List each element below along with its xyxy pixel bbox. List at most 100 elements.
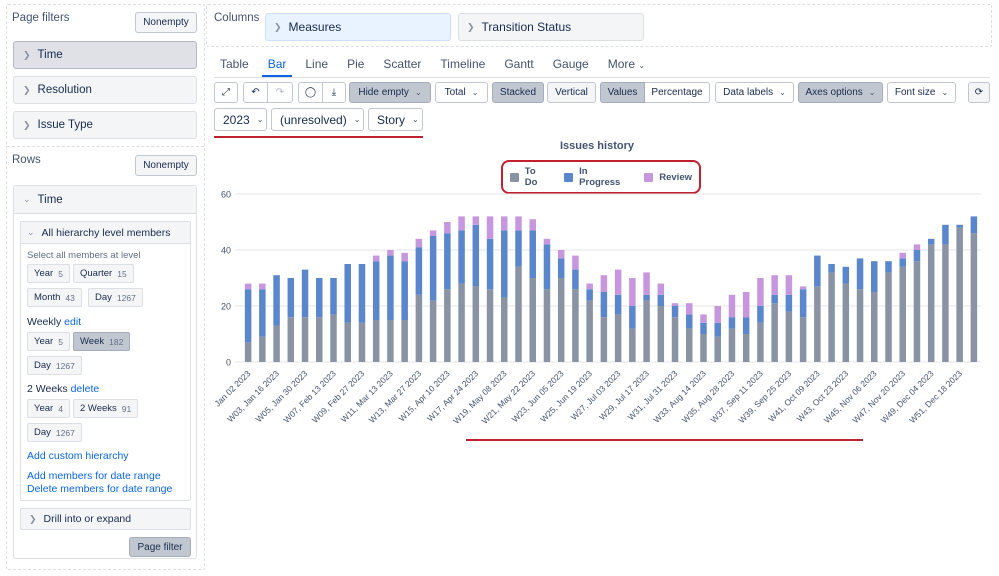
bar-to-do[interactable] [700,334,707,362]
bar-review[interactable] [458,216,465,231]
bar-in-progress[interactable] [671,306,679,318]
bar-to-do[interactable] [358,322,366,362]
redo-icon[interactable]: ↷ [267,82,293,103]
bar-to-do[interactable] [657,306,665,362]
bar-to-do[interactable] [643,300,650,362]
bar-review[interactable] [529,219,536,231]
comment-icon[interactable]: ◯ [298,82,322,103]
bar-review[interactable] [657,283,665,295]
resolution-filter-dropdown[interactable]: (unresolved) ⌄ [271,108,364,131]
bar-to-do[interactable] [572,289,579,362]
bar-to-do[interactable] [444,289,451,362]
values-toggle[interactable]: Values [600,82,645,103]
bar-to-do[interactable] [387,320,394,362]
bar-to-do[interactable] [970,233,978,362]
bar-in-progress[interactable] [927,238,935,245]
total-dropdown[interactable]: Total ⌄ [435,82,488,103]
bar-in-progress[interactable] [529,230,536,278]
vertical-toggle[interactable]: Vertical [547,82,596,103]
bar-to-do[interactable] [885,272,892,362]
bar-to-do[interactable] [401,320,408,362]
bar-review[interactable] [671,303,679,306]
filter-time[interactable]: ❯ Time [13,41,197,69]
bar-in-progress[interactable] [899,258,906,267]
tab-gauge[interactable]: Gauge [552,57,589,71]
bar-review[interactable] [429,230,437,236]
bar-to-do[interactable] [956,227,963,362]
column-transition-status[interactable]: ❯ Transition Status [458,13,644,41]
bar-to-do[interactable] [686,328,693,362]
bar-in-progress[interactable] [942,224,949,245]
bar-to-do[interactable] [244,342,252,362]
bar-review[interactable] [785,275,793,295]
bar-review[interactable] [501,216,508,231]
bar-to-do[interactable] [942,244,949,362]
legend-item-todo[interactable]: To Do [510,166,550,188]
bar-in-progress[interactable] [885,261,892,273]
bar-review[interactable] [899,252,906,259]
bar-review[interactable] [614,269,622,295]
bar-in-progress[interactable] [970,216,978,234]
bar-to-do[interactable] [899,266,906,362]
bar-to-do[interactable] [629,328,636,362]
bar-in-progress[interactable] [714,322,721,337]
bar-to-do[interactable] [771,303,778,362]
bar-to-do[interactable] [557,278,565,362]
undo-icon[interactable]: ↶ [243,82,267,103]
bar-in-progress[interactable] [586,289,593,301]
legend-item-in-progress[interactable]: In Progress [564,166,630,188]
filter-issue-type[interactable]: ❯ Issue Type [13,111,197,139]
bar-review[interactable] [415,238,423,248]
bar-in-progress[interactable] [629,306,636,329]
bar-review[interactable] [444,222,451,234]
bar-in-progress[interactable] [458,230,465,284]
bar-review[interactable] [586,283,593,290]
page-filters-nonempty-button[interactable]: Nonempty [135,12,197,33]
bar-to-do[interactable] [757,322,764,362]
bar-review[interactable] [486,216,494,239]
add-custom-hierarchy-link[interactable]: Add custom hierarchy [27,450,129,462]
bar-review[interactable] [913,244,921,250]
bar-review[interactable] [515,216,522,231]
bar-review[interactable] [600,275,608,292]
bar-to-do[interactable] [515,266,522,362]
weekly-edit-link[interactable]: edit [64,316,82,328]
bar-to-do[interactable] [586,300,593,362]
bar-to-do[interactable] [429,300,437,362]
bar-to-do[interactable] [287,317,295,362]
bar-review[interactable] [771,275,778,295]
bar-in-progress[interactable] [814,255,821,287]
tab-bar[interactable]: Bar [261,53,293,77]
add-date-range-link[interactable]: Add members for date range [27,470,161,482]
bar-in-progress[interactable] [742,317,750,334]
bar-to-do[interactable] [472,286,480,362]
bar-to-do[interactable] [856,289,864,362]
bar-to-do[interactable] [714,336,721,362]
bar-in-progress[interactable] [472,224,480,287]
bar-to-do[interactable] [273,325,280,362]
two-weeks-chip-year[interactable]: Year 4 [27,399,70,418]
filter-resolution[interactable]: ❯ Resolution [13,76,197,104]
bar-to-do[interactable] [458,283,465,362]
two-weeks-chip-day[interactable]: Day 1267 [27,423,82,442]
bar-review[interactable] [799,286,807,290]
bar-in-progress[interactable] [486,238,494,290]
bar-in-progress[interactable] [686,314,693,329]
bar-in-progress[interactable] [330,278,337,315]
tab-table[interactable]: Table [220,57,249,71]
bar-in-progress[interactable] [344,264,351,323]
bar-in-progress[interactable] [643,294,650,301]
bar-in-progress[interactable] [244,289,252,343]
bar-in-progress[interactable] [657,294,665,306]
bar-in-progress[interactable] [600,292,608,318]
bar-to-do[interactable] [913,261,921,362]
rows-nonempty-button[interactable]: Nonempty [135,155,197,176]
bar-to-do[interactable] [415,294,423,362]
data-labels-dropdown[interactable]: Data labels ⌄ [715,82,794,103]
two-weeks-delete-link[interactable]: delete [70,383,100,395]
percentage-toggle[interactable]: Percentage [645,82,710,103]
level-chip-day[interactable]: Day 1267 [88,288,143,307]
bar-in-progress[interactable] [415,247,423,295]
bar-review[interactable] [728,294,736,318]
bar-in-progress[interactable] [543,244,551,290]
